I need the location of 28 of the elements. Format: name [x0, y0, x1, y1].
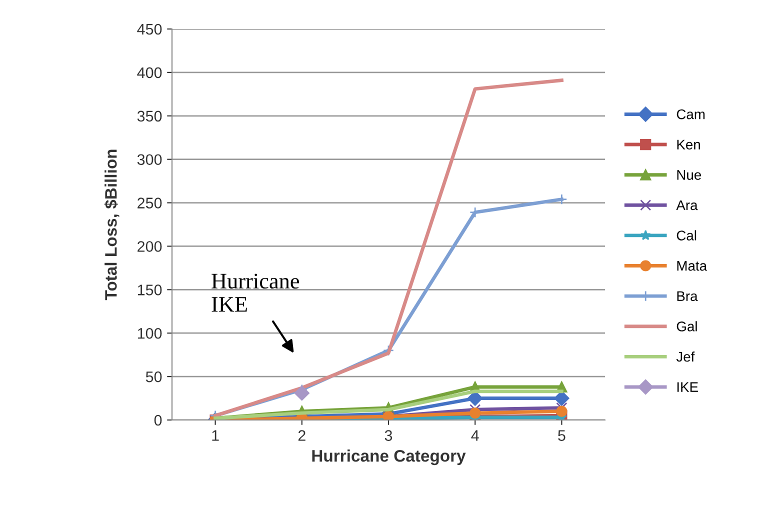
- y-tick-label: 50: [146, 371, 162, 382]
- y-tick-label: 250: [138, 198, 162, 208]
- legend-label: Ken: [677, 140, 700, 150]
- x-tick-label: 5: [558, 430, 566, 441]
- y-tick-label: 0: [154, 414, 162, 426]
- y-tick-label: 400: [137, 67, 162, 78]
- y-axis-title: Total Loss, $Billion: [104, 150, 120, 300]
- x-tick-label: 3: [384, 430, 392, 441]
- x-axis-title: Hurricane Category: [312, 450, 466, 466]
- y-tick-label: 450: [137, 24, 162, 35]
- legend-label: Jef: [676, 351, 695, 362]
- legend-label: Gal: [676, 321, 697, 332]
- legend-label: Mata: [677, 261, 708, 271]
- legend-label: IKE: [677, 382, 698, 392]
- legend-label: Cam: [676, 109, 705, 120]
- legend-label: Bra: [677, 291, 698, 302]
- legend-label: Cal: [676, 230, 696, 240]
- y-tick-label: 350: [137, 110, 162, 122]
- legend-label: Ara: [676, 200, 698, 210]
- y-tick-label: 100: [138, 328, 162, 339]
- y-tick-label: 200: [138, 241, 162, 252]
- x-tick-label: 1: [212, 430, 219, 441]
- annotation: Hurricane IKE: [212, 274, 300, 312]
- y-tick-label: 150: [138, 284, 162, 296]
- y-tick-label: 300: [137, 154, 162, 166]
- legend-label: Nue: [677, 170, 702, 180]
- x-tick-label: 2: [298, 430, 306, 441]
- x-tick-label: 4: [471, 430, 479, 441]
